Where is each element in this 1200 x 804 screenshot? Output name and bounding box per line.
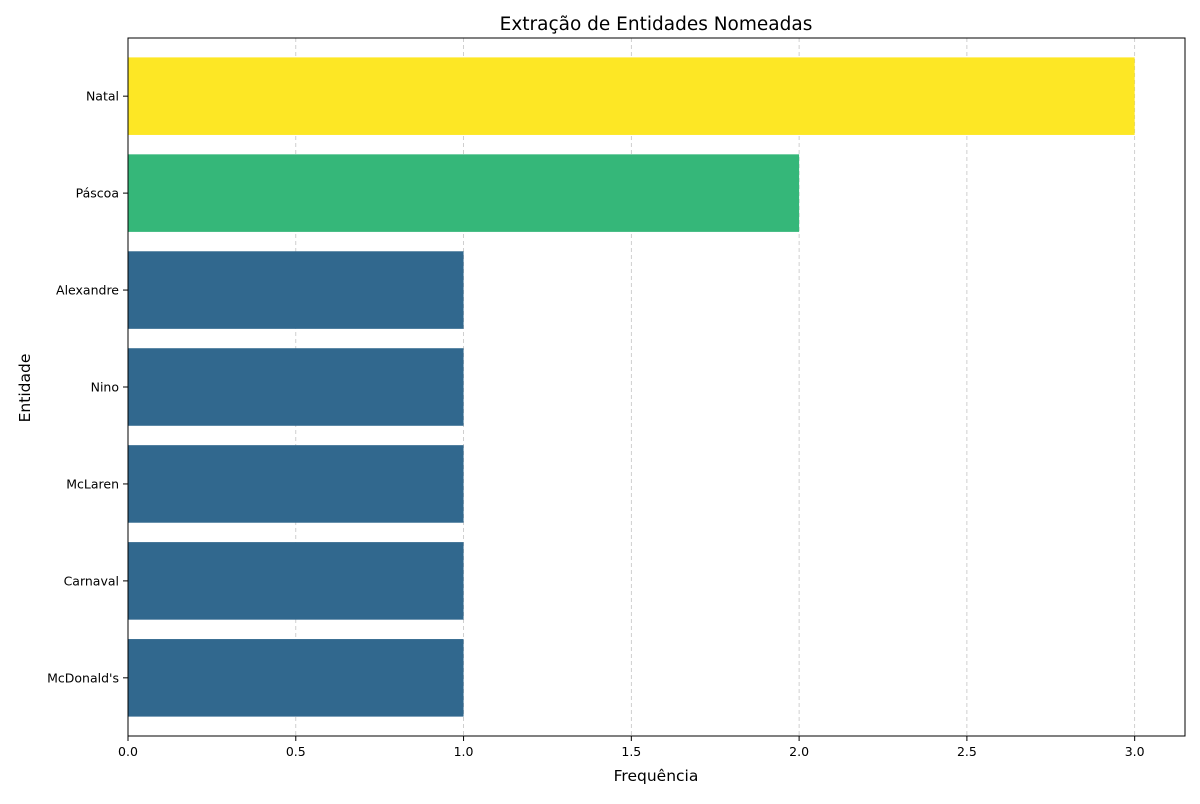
bar-mclaren [128,445,464,523]
x-tick-label: 2.5 [957,744,977,759]
bar-mcdonald-s [128,639,464,717]
x-tick-label: 1.0 [454,744,474,759]
y-axis-ticks: Natal Páscoa Alexandre Nino McLaren Carnaval M… [47,89,128,685]
x-axis-ticks: 0.0 0.5 1.0 1.5 2.0 2.5 3.0 [118,736,1145,759]
bars-layer [128,57,1135,717]
x-tick-label: 0.0 [118,744,138,759]
y-tick-label: McLaren [66,476,119,491]
bar-natal [128,57,1135,135]
x-tick-label: 2.0 [789,744,809,759]
x-tick-label: 0.5 [286,744,306,759]
bar-alexandre [128,251,464,329]
x-tick-label: 1.5 [621,744,641,759]
y-tick-label: Carnaval [64,573,119,588]
y-tick-label: Páscoa [76,186,119,201]
x-axis-title: Frequência [614,767,699,785]
y-tick-label: McDonald's [47,670,119,685]
bar-p-scoa [128,154,800,232]
bar-nino [128,348,464,426]
chart-title: Extração de Entidades Nomeadas [500,14,813,35]
y-tick-label: Natal [86,89,119,104]
y-axis-title: Entidade [16,354,34,423]
x-tick-label: 3.0 [1125,744,1145,759]
y-tick-label: Nino [91,380,119,395]
bar-carnaval [128,542,464,620]
y-tick-label: Alexandre [56,283,119,298]
